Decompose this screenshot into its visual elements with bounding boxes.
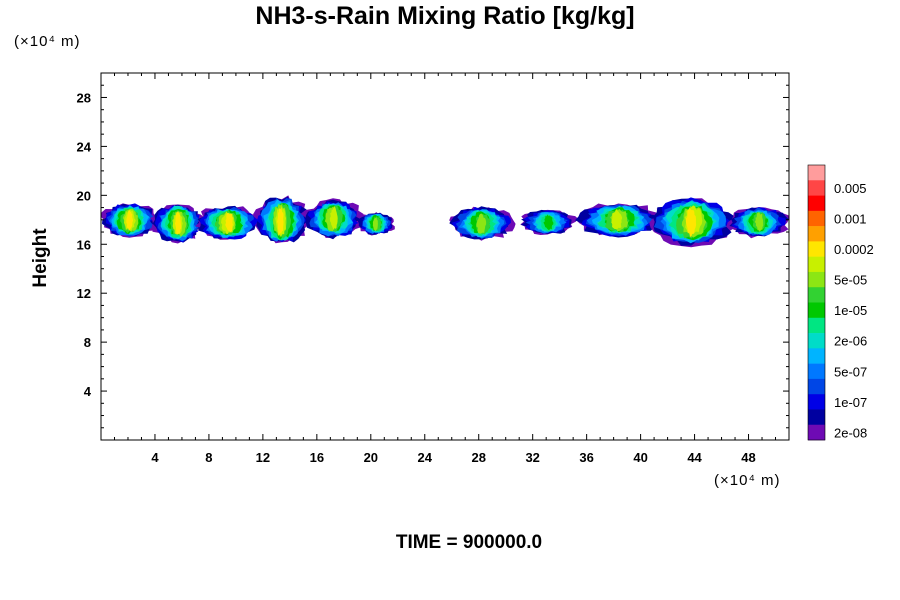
colorbar-swatch <box>808 409 825 426</box>
y-tick-label: 24 <box>77 139 92 154</box>
contour-fill <box>611 209 623 230</box>
colorbar-swatch <box>808 363 825 380</box>
y-tick-label: 8 <box>84 335 91 350</box>
colorbar-label: 2e-06 <box>834 334 867 349</box>
colorbar-swatch <box>808 378 825 395</box>
colorbar-swatch <box>808 210 825 227</box>
y-tick-label: 20 <box>77 188 91 203</box>
time-label: TIME = 900000.0 <box>395 532 543 553</box>
colorbar-swatch <box>808 333 825 349</box>
colorbar-label: 0.005 <box>834 181 867 196</box>
colorbar-swatch <box>808 302 825 319</box>
colorbar-label: 5e-05 <box>834 273 867 288</box>
y-axis-unit: (×10⁴ m) <box>14 33 81 50</box>
contour-fill <box>329 206 338 230</box>
x-tick-label: 24 <box>418 450 433 465</box>
y-tick-label: 4 <box>84 384 92 399</box>
x-axis-unit: (×10⁴ m) <box>714 472 781 489</box>
colorbar: 0.005 0.001 0.0002 5e-05 1e-05 2e-06 5e-07 1e-0… <box>807 164 874 441</box>
x-tick-label: 40 <box>633 450 647 465</box>
colorbar-swatch <box>808 394 825 410</box>
x-tick-label: 48 <box>741 450 755 465</box>
x-tick-label: 32 <box>525 450 539 465</box>
chart-title: NH3-s-Rain Mixing Ratio [kg/kg] <box>255 2 635 30</box>
y-tick-label: 12 <box>77 286 91 301</box>
y-tick-label: 28 <box>77 90 91 105</box>
x-tick-label: 8 <box>205 450 212 465</box>
colorbar-label: 0.001 <box>834 211 867 226</box>
x-tick-label: 16 <box>310 450 324 465</box>
x-tick-label: 20 <box>364 450 378 465</box>
colorbar-swatch <box>808 180 825 196</box>
contour-fill <box>277 207 284 236</box>
colorbar-label: 5e-07 <box>834 364 867 379</box>
colorbar-swatch <box>808 424 825 441</box>
colorbar-swatch <box>808 165 825 181</box>
contour-fill <box>543 214 554 230</box>
colorbar-swatch <box>808 226 825 242</box>
y-tick-label: 16 <box>77 237 91 252</box>
colorbar-label: 1e-07 <box>834 395 867 410</box>
colorbar-swatch <box>808 256 825 273</box>
contour-fill <box>754 212 764 232</box>
x-tick-label: 44 <box>687 450 702 465</box>
x-tick-label: 12 <box>256 450 270 465</box>
colorbar-swatch <box>808 195 825 212</box>
contour-fill <box>126 210 134 231</box>
plot-frame <box>100 72 790 441</box>
colorbar-swatch <box>808 348 825 364</box>
x-tick-label: 36 <box>579 450 593 465</box>
colorbar-label: 0.0002 <box>834 242 874 257</box>
x-tick-label: 4 <box>151 450 159 465</box>
contour-fill <box>225 212 233 233</box>
colorbar-swatch <box>808 241 825 257</box>
colorbar-swatch <box>808 317 825 334</box>
x-tick-label: 28 <box>471 450 485 465</box>
contour-fill-layer <box>101 195 789 248</box>
colorbar-swatch <box>808 271 825 288</box>
colorbar-frame <box>807 164 826 441</box>
contour-fill <box>175 211 182 235</box>
contour-fill <box>372 216 378 232</box>
colorbar-label: 1e-05 <box>834 303 867 318</box>
contour-fill <box>685 207 697 238</box>
colorbar-label: 2e-08 <box>834 425 867 440</box>
contour-fill <box>476 213 487 234</box>
colorbar-swatch <box>808 287 825 303</box>
